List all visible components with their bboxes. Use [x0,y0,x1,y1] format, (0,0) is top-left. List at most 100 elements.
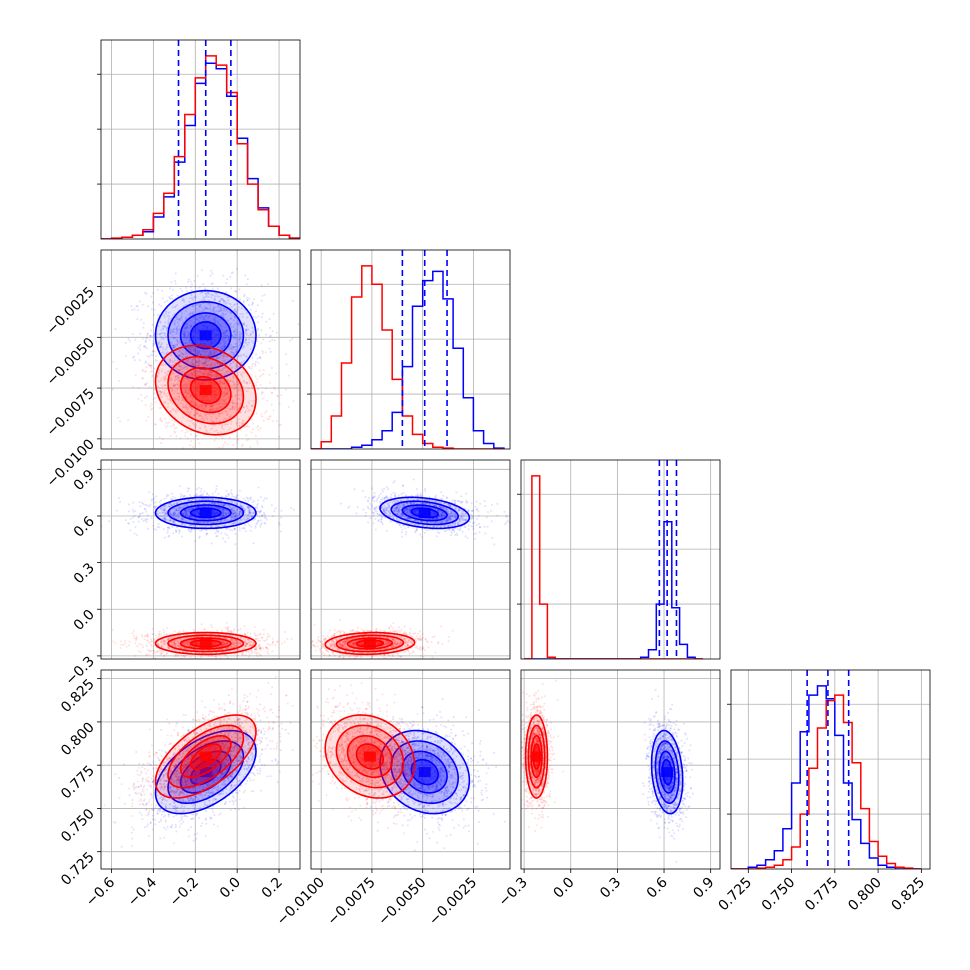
scatter-point [244,530,247,533]
scatter-point [209,359,212,362]
scatter-point [232,509,235,512]
scatter-point [249,446,252,448]
scatter-point [188,300,191,303]
scatter-point [211,626,213,629]
scatter-point [187,508,190,511]
scatter-point [245,434,248,437]
scatter-point [243,345,246,348]
scatter-point [268,373,271,376]
scatter-point [167,370,170,373]
scatter-point [196,520,198,523]
scatter-point [260,413,263,416]
scatter-point [256,304,259,307]
scatter-point [150,408,153,411]
scatter-point [263,293,266,296]
scatter-point [215,361,218,364]
scatter-point [181,399,184,401]
scatter-point [246,506,249,509]
scatter-point [227,396,230,399]
scatter-point [205,532,208,535]
scatter-point [209,350,212,353]
scatter-point [166,314,169,317]
scatter-point [204,378,207,381]
scatter-point [184,327,187,330]
scatter-point [146,504,149,507]
scatter-point [245,518,248,521]
scatter-point [222,395,225,398]
scatter-point [222,335,225,338]
scatter-point [247,400,250,403]
scatter-point [153,497,155,499]
scatter-point [146,514,149,517]
scatter-point [171,388,174,391]
scatter-point [245,338,247,341]
scatter-point [161,511,164,514]
scatter-point [138,359,141,362]
scatter-point [187,333,190,336]
scatter-point [255,523,258,525]
scatter-point [236,654,239,657]
scatter-point [206,372,209,375]
scatter-point [165,513,168,516]
scatter-point [171,360,174,363]
scatter-point [147,305,149,308]
scatter-point [193,374,196,376]
scatter-point [234,543,237,546]
scatter-point [215,328,218,330]
scatter-point [226,334,229,337]
scatter-point [221,424,224,427]
scatter-point [200,371,202,374]
scatter-point [197,381,200,384]
scatter-point [245,329,248,332]
scatter-point [200,361,203,364]
scatter-point [180,373,183,376]
scatter-point [194,373,197,375]
scatter-point [152,350,155,352]
scatter-point [178,507,181,510]
scatter-point [147,416,150,418]
scatter-point [133,514,136,517]
scatter-point [188,404,190,407]
scatter-point [256,503,259,505]
scatter-point [231,513,234,516]
scatter-point [235,369,237,371]
scatter-point [241,375,244,378]
scatter-point [225,495,228,498]
scatter-point [231,334,234,337]
scatter-point [196,352,199,355]
scatter-point [175,408,178,411]
scatter-point [255,353,258,356]
scatter-point [179,339,182,342]
scatter-point [178,376,181,379]
scatter-point [241,419,244,422]
scatter-point [195,412,198,415]
scatter-point [225,512,228,515]
scatter-point [186,377,189,380]
scatter-point [168,361,171,364]
scatter-point [127,419,130,421]
scatter-point [178,365,181,368]
scatter-point [226,391,228,394]
scatter-point [185,355,188,358]
scatter-point [200,623,203,626]
scatter-point [219,342,222,345]
scatter-point [161,420,163,423]
scatter-point [271,643,274,646]
scatter-point [212,421,215,424]
scatter-point [236,403,239,406]
scatter-point [216,320,219,323]
scatter-point [182,518,185,521]
scatter-point [162,528,165,531]
scatter-point [152,627,155,630]
scatter-point [233,355,236,358]
scatter-point [252,298,255,301]
scatter-point [134,509,137,512]
scatter-point [196,385,199,388]
scatter-point [132,501,135,504]
scatter-point [191,507,194,510]
scatter-point [220,399,223,402]
scatter-point [245,283,248,286]
scatter-point [203,395,206,398]
scatter-point [229,306,232,309]
